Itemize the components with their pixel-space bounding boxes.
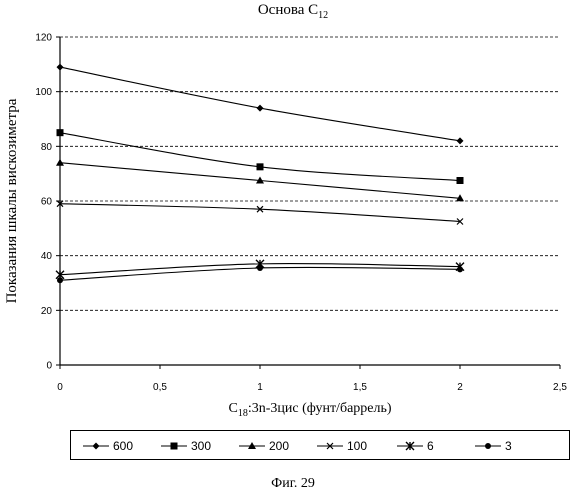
legend-marker [93,443,100,450]
series-600 [57,64,464,145]
gridlines [60,37,560,310]
y-tick-label: 120 [35,33,52,44]
series-3 [57,265,463,283]
x-tick-label: 2,5 [553,382,567,393]
x-tick-label: 0 [57,382,63,393]
legend-marker [485,443,491,449]
y-tick-label: 40 [41,251,53,262]
line-chart: 0 20 40 60 80 100 120 0 0,5 1 1,5 2 2,5 Показания ш… [0,0,586,430]
series-300 [57,129,464,184]
legend-item-3: 3 [475,439,512,453]
series-line-300 [60,133,460,181]
legend-label: 100 [347,439,367,453]
figure-caption: Фиг. 29 [0,476,586,492]
data-point-3 [57,277,63,283]
data-point-600 [257,105,264,112]
y-tick-labels: 0 20 40 60 80 100 120 [35,33,52,372]
legend-marker [171,443,178,450]
legend-label: 6 [427,439,434,453]
data-point-600 [57,64,64,71]
legend-item-600: 600 [83,439,133,453]
x-axis-label: C18:3n-3цис (фунт/баррель) [60,401,560,419]
x-tick-label: 0,5 [153,382,167,393]
y-tick-label: 80 [41,142,53,153]
series-line-600 [60,67,460,141]
axes [56,37,560,369]
x-tick-labels: 0 0,5 1 1,5 2 2,5 [57,382,567,393]
y-tick-label: 100 [35,87,52,98]
legend-label: 600 [113,439,133,453]
data-point-600 [457,137,464,144]
legend-label: 3 [505,439,512,453]
y-tick-label: 60 [41,197,53,208]
y-axis-label: Показания шкалы вискозиметра [4,98,20,303]
data-point-300 [257,163,264,170]
legend: 600 300 200 100 6 3 [70,430,570,460]
x-tick-label: 1,5 [353,382,367,393]
data-series [56,64,464,284]
legend-item-6: 6 [397,439,434,453]
data-point-300 [457,177,464,184]
x-tick-label: 2 [457,382,463,393]
y-tick-label: 20 [41,306,53,317]
y-tick-label: 0 [46,361,52,372]
data-point-200 [56,159,64,166]
legend-item-300: 300 [161,439,211,453]
x-tick-label: 1 [257,382,263,393]
legend-label: 200 [269,439,289,453]
series-line-100 [60,204,460,222]
legend-item-200: 200 [239,439,289,453]
legend-item-100: 100 [317,439,367,453]
data-point-3 [457,266,463,272]
series-100 [57,201,463,225]
data-point-300 [57,129,64,136]
legend-label: 300 [191,439,211,453]
data-point-3 [257,265,263,271]
